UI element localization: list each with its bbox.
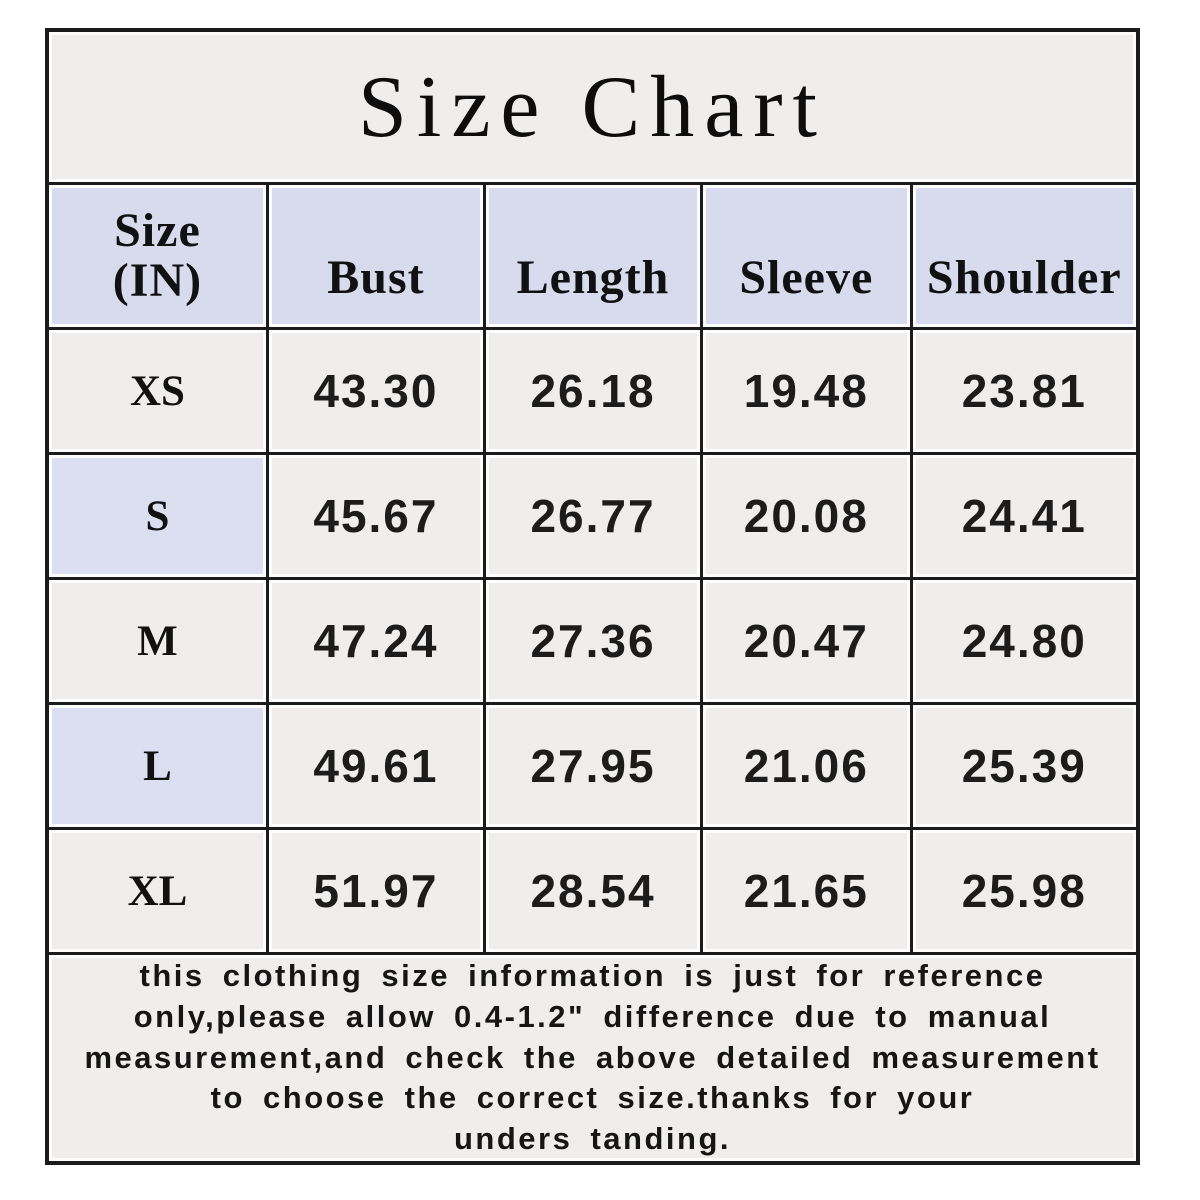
page-title: Size Chart bbox=[45, 28, 1140, 185]
column-header-sleeve: Sleeve bbox=[700, 182, 913, 330]
size-label-s: S bbox=[45, 452, 269, 580]
length-value-xl: 28.54 bbox=[482, 827, 704, 955]
table-row-l: L 49.61 27.95 21.06 25.39 bbox=[45, 702, 1140, 830]
shoulder-value-xs: 23.81 bbox=[909, 327, 1140, 455]
column-header-size-line2: (IN) bbox=[112, 254, 203, 307]
note-line-4: to choose the correct size.thanks for yo… bbox=[210, 1080, 975, 1116]
bust-value-m: 47.24 bbox=[265, 577, 486, 705]
bust-value-xl: 51.97 bbox=[265, 827, 486, 955]
column-header-size: Size (IN) bbox=[45, 182, 269, 330]
footer-row: this clothing size information is just f… bbox=[45, 952, 1140, 1165]
length-value-m: 27.36 bbox=[482, 577, 704, 705]
length-value-s: 26.77 bbox=[482, 452, 704, 580]
table-row-m: M 47.24 27.36 20.47 24.80 bbox=[45, 577, 1140, 705]
sleeve-value-l: 21.06 bbox=[700, 702, 913, 830]
table-row-xl: XL 51.97 28.54 21.65 25.98 bbox=[45, 827, 1140, 955]
note-line-5: unders tanding. bbox=[454, 1121, 731, 1157]
shoulder-value-s: 24.41 bbox=[909, 452, 1140, 580]
column-header-shoulder: Shoulder bbox=[909, 182, 1140, 330]
table-row-s: S 45.67 26.77 20.08 24.41 bbox=[45, 452, 1140, 580]
sleeve-value-xs: 19.48 bbox=[700, 327, 913, 455]
length-value-l: 27.95 bbox=[482, 702, 704, 830]
size-label-xl: XL bbox=[45, 827, 269, 955]
size-label-m: M bbox=[45, 577, 269, 705]
size-label-l: L bbox=[45, 702, 269, 830]
note-line-2: only,please allow 0.4-1.2" difference du… bbox=[133, 998, 1052, 1034]
shoulder-value-xl: 25.98 bbox=[909, 827, 1140, 955]
sleeve-value-xl: 21.65 bbox=[700, 827, 913, 955]
column-header-bust: Bust bbox=[265, 182, 486, 330]
column-header-length: Length bbox=[482, 182, 704, 330]
note-line-1: this clothing size information is just f… bbox=[139, 957, 1046, 993]
sleeve-value-s: 20.08 bbox=[700, 452, 913, 580]
title-row: Size Chart bbox=[45, 28, 1140, 185]
column-header-size-line1: Size bbox=[114, 203, 201, 257]
shoulder-value-l: 25.39 bbox=[909, 702, 1140, 830]
size-disclaimer-note: this clothing size information is just f… bbox=[45, 952, 1140, 1165]
note-line-3: measurement,and check the above detailed… bbox=[84, 1039, 1101, 1075]
table-header-row: Size (IN) Bust Length Sleeve Shoulder bbox=[45, 182, 1140, 330]
size-chart-table: Size Chart Size (IN) Bust Length Sleeve … bbox=[45, 28, 1140, 1165]
bust-value-l: 49.61 bbox=[265, 702, 486, 830]
table-row-xs: XS 43.30 26.18 19.48 23.81 bbox=[45, 327, 1140, 455]
sleeve-value-m: 20.47 bbox=[700, 577, 913, 705]
bust-value-xs: 43.30 bbox=[265, 327, 486, 455]
shoulder-value-m: 24.80 bbox=[909, 577, 1140, 705]
length-value-xs: 26.18 bbox=[482, 327, 704, 455]
bust-value-s: 45.67 bbox=[265, 452, 486, 580]
size-label-xs: XS bbox=[45, 327, 269, 455]
